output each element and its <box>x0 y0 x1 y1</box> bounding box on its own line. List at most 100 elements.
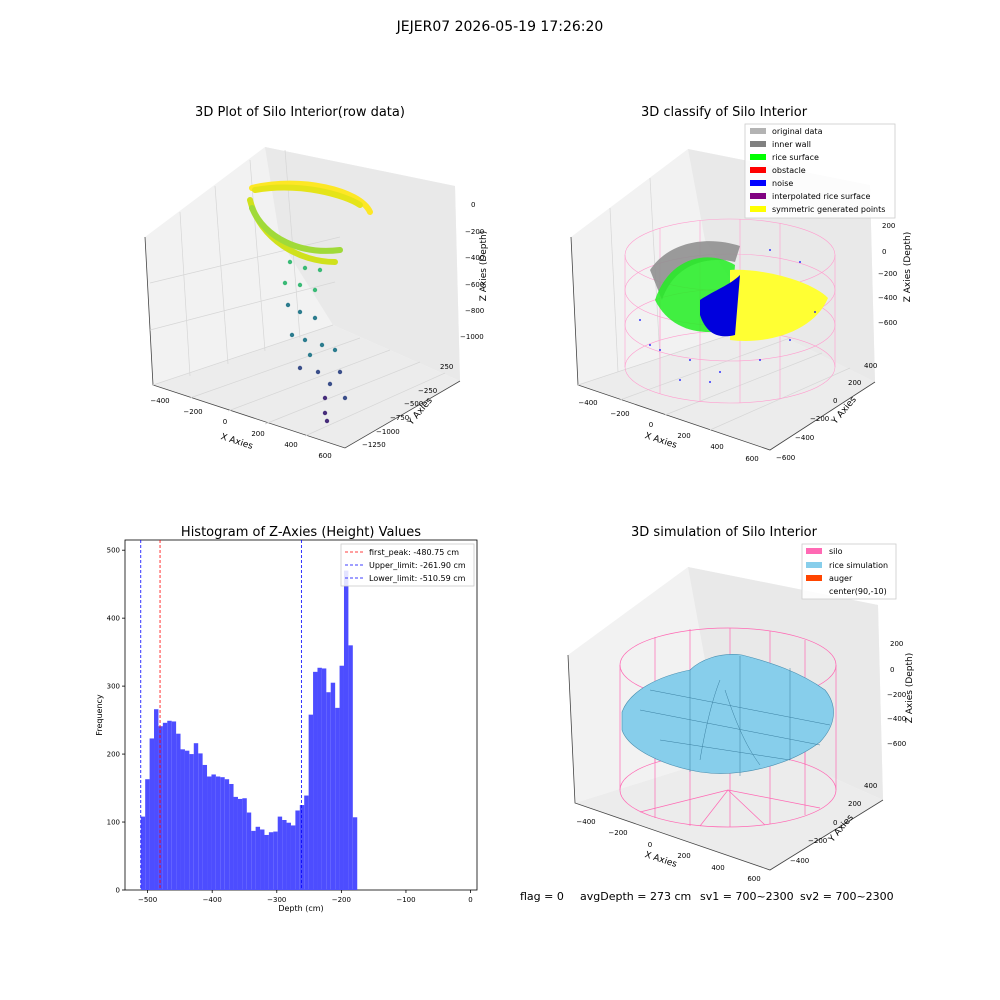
raw-x-tick: 600 <box>318 452 331 460</box>
classify-y-tick: −600 <box>776 454 795 462</box>
simulation-y-tick: 400 <box>864 782 877 790</box>
classify-x-tick: 600 <box>745 455 758 463</box>
histogram-panel: Histogram of Z-Axies (Height) Values −50… <box>95 525 478 913</box>
histogram-bar <box>295 810 300 890</box>
legend-label: interpolated rice surface <box>772 192 870 201</box>
histogram-bar <box>224 779 230 890</box>
raw-panel-title: 3D Plot of Silo Interior(row data) <box>195 105 405 120</box>
legend-label: obstacle <box>772 166 806 175</box>
legend-label: rice simulation <box>829 561 888 570</box>
legend-swatch-original-data <box>750 128 766 134</box>
classify-point-clusters <box>639 241 828 383</box>
histogram-bar <box>229 783 234 890</box>
classify-y-tick: 400 <box>864 362 877 370</box>
simulation-y-ticks: 400 200 0 −200 −400 <box>790 782 877 865</box>
histogram-bar <box>255 826 261 890</box>
figure-suptitle: JEJER07 2026-05-19 17:26:20 <box>396 19 604 35</box>
histogram-bar <box>140 816 146 890</box>
raw-z-tick: −1000 <box>460 333 484 341</box>
histogram-bar <box>158 726 163 890</box>
simulation-z-ticks: 200 0 −200 −400 −600 <box>887 640 906 748</box>
classify-y-ticks: 400 200 0 −200 −400 −600 <box>776 362 877 462</box>
histogram-bar <box>167 720 172 890</box>
histogram-bars <box>140 570 358 890</box>
legend-label: first_peak: -480.75 cm <box>369 548 459 557</box>
histogram-bar <box>313 671 318 890</box>
histogram-y-ticks: 0 100 200 300 400 500 <box>107 547 125 895</box>
classify-panel: 3D classify of Silo Interior <box>570 105 913 463</box>
histogram-bar <box>308 714 314 890</box>
histogram-bar <box>189 754 194 890</box>
legend-swatch-rice-surface <box>750 154 766 160</box>
legend-swatch-silo <box>806 548 822 554</box>
raw-axis-panes <box>144 147 461 449</box>
histogram-x-tick: −300 <box>267 896 286 904</box>
raw-z-tick: −800 <box>465 307 484 315</box>
histogram-x-tick: 0 <box>468 896 472 904</box>
classify-y-tick: 0 <box>833 397 837 405</box>
simulation-x-tick: 600 <box>747 875 760 883</box>
legend-swatch-noise <box>750 180 766 186</box>
classify-panel-title: 3D classify of Silo Interior <box>641 105 808 120</box>
histogram-bar <box>202 764 208 890</box>
simulation-y-tick: −400 <box>790 857 809 865</box>
classify-y-tick: −200 <box>810 415 829 423</box>
simulation-x-ticks: −400 −200 0 200 400 600 <box>576 818 760 883</box>
histogram-bar <box>162 722 168 890</box>
raw-y-tick: 250 <box>440 363 453 371</box>
histogram-y-tick: 100 <box>107 819 120 827</box>
simulation-x-label: X Axies <box>643 850 678 870</box>
raw-y-tick: −1250 <box>362 441 386 449</box>
simulation-y-tick: 0 <box>833 819 837 827</box>
simulation-x-tick: 200 <box>677 852 690 860</box>
raw-z-tick: −600 <box>465 281 484 289</box>
histogram-bar <box>233 796 238 890</box>
histogram-bar <box>343 570 349 890</box>
histogram-bar <box>264 834 269 890</box>
status-sv2: sv2 = 700~2300 <box>800 890 894 903</box>
raw-z-label: Z Axies (Depth) <box>479 231 489 302</box>
histogram-y-tick: 300 <box>107 683 120 691</box>
histogram-bar <box>220 777 225 890</box>
histogram-bar <box>299 805 305 890</box>
legend-swatch-obstacle <box>750 167 766 173</box>
classify-z-tick: −200 <box>878 270 897 278</box>
raw-y-tick: −500 <box>404 400 423 408</box>
legend-label: original data <box>772 127 823 136</box>
classify-z-tick: 200 <box>882 222 895 230</box>
legend-label: noise <box>772 179 793 188</box>
histogram-bar <box>304 795 309 890</box>
raw-y-tick: −1000 <box>376 428 400 436</box>
simulation-x-tick: −200 <box>608 829 627 837</box>
simulation-panel: 3D simulation of Silo Interior <box>567 525 915 883</box>
classify-x-tick: 400 <box>710 443 723 451</box>
classify-x-tick: −200 <box>610 410 629 418</box>
histogram-bar <box>273 831 278 890</box>
classify-x-ticks: −400 −200 0 200 400 600 <box>578 399 758 463</box>
legend-swatch-rice <box>806 562 822 568</box>
simulation-z-tick: −600 <box>887 740 906 748</box>
classify-x-tick: −400 <box>578 399 597 407</box>
histogram-bar <box>290 825 296 890</box>
legend-swatch-interpolated <box>750 193 766 199</box>
histogram-bar <box>335 707 340 890</box>
simulation-x-tick: 400 <box>711 864 724 872</box>
simulation-z-tick: 200 <box>890 640 903 648</box>
raw-data-points <box>247 180 373 424</box>
classify-z-tick: 0 <box>882 248 886 256</box>
classify-z-tick: −400 <box>878 294 897 302</box>
histogram-bar <box>215 776 221 890</box>
simulation-x-tick: 0 <box>648 841 652 849</box>
simulation-panel-title: 3D simulation of Silo Interior <box>631 525 818 540</box>
histogram-y-tick: 500 <box>107 547 120 555</box>
classify-z-tick: −600 <box>878 319 897 327</box>
histogram-bar <box>207 776 212 890</box>
histogram-bar <box>317 667 322 890</box>
histogram-bar <box>193 743 199 890</box>
histogram-bar <box>145 779 150 890</box>
classify-z-ticks: 200 0 −200 −400 −600 <box>878 222 897 327</box>
raw-x-tick: −400 <box>150 397 169 405</box>
status-sv1: sv1 = 700~2300 <box>700 890 794 903</box>
histogram-bar <box>149 738 155 890</box>
